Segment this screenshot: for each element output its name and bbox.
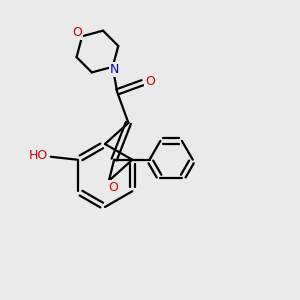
Text: O: O [108, 181, 118, 194]
Text: N: N [110, 63, 119, 76]
Text: O: O [72, 26, 82, 39]
Text: HO: HO [28, 149, 48, 162]
Text: O: O [145, 75, 155, 88]
